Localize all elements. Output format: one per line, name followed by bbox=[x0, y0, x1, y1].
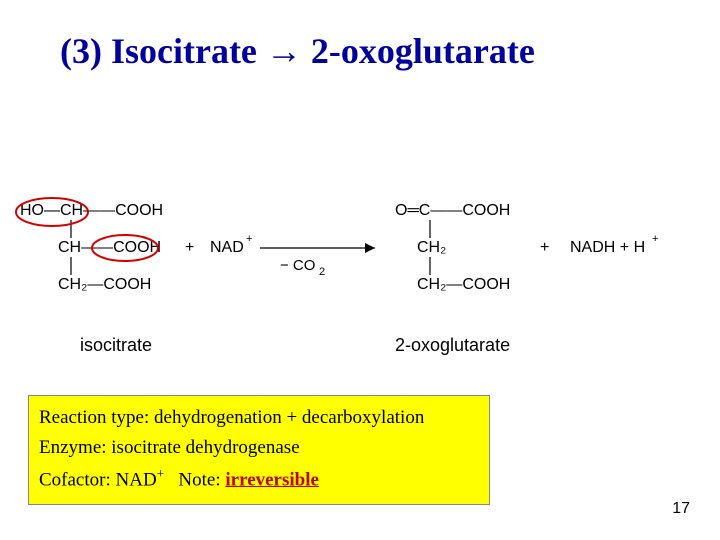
oxo-line2: CH₂ bbox=[417, 239, 446, 256]
line1-val: dehydrogenation + decarboxylation bbox=[154, 407, 424, 428]
title-arrow: → bbox=[266, 31, 302, 71]
info-box: Reaction type: dehydrogenation + decarbo… bbox=[28, 395, 490, 505]
iso-line2: CH——COOH bbox=[58, 239, 161, 256]
co2-text: − CO bbox=[280, 257, 315, 274]
label-isocitrate: isocitrate bbox=[80, 335, 152, 356]
slide-title: (3) Isocitrate → 2-oxoglutarate bbox=[60, 30, 535, 72]
nad-sup: + bbox=[246, 233, 252, 245]
oxo-line1: O═C——COOH bbox=[395, 202, 510, 219]
plus-2: + bbox=[540, 239, 549, 256]
irreversible-text: irreversible bbox=[225, 469, 319, 490]
info-line-2: Enzyme: isocitrate dehydrogenase bbox=[39, 433, 479, 462]
reaction-arrow-head bbox=[365, 243, 375, 253]
nadh-text: NADH + H bbox=[570, 239, 645, 256]
oxo-line3: CH₂—COOH bbox=[417, 276, 510, 293]
nadh-sup: + bbox=[652, 233, 658, 245]
title-suffix: 2-oxoglutarate bbox=[302, 31, 535, 71]
iso-line1: HO—CH——COOH bbox=[20, 202, 163, 219]
nad-text: NAD bbox=[210, 239, 244, 256]
line1-pre: Reaction type: bbox=[39, 407, 154, 428]
info-line-3: Cofactor: NAD+ Note: irreversible bbox=[39, 464, 479, 495]
label-product: 2-oxoglutarate bbox=[395, 335, 510, 356]
plus-1: + bbox=[185, 239, 194, 256]
line2-pre: Enzyme: bbox=[39, 437, 111, 458]
page-number: 17 bbox=[672, 500, 690, 518]
iso-line3: CH₂—COOH bbox=[58, 276, 151, 293]
line2-val: isocitrate dehydrogenase bbox=[111, 437, 299, 458]
info-line-1: Reaction type: dehydrogenation + decarbo… bbox=[39, 403, 479, 432]
title-prefix: (3) Isocitrate bbox=[60, 31, 266, 71]
reaction-diagram: HO—CH——COOH CH——COOH CH₂—COOH + NAD + − … bbox=[10, 190, 710, 300]
line3-pre: Cofactor: NAD bbox=[39, 469, 157, 490]
co2-sub: 2 bbox=[319, 266, 325, 278]
line3-mid: Note: bbox=[164, 469, 225, 490]
